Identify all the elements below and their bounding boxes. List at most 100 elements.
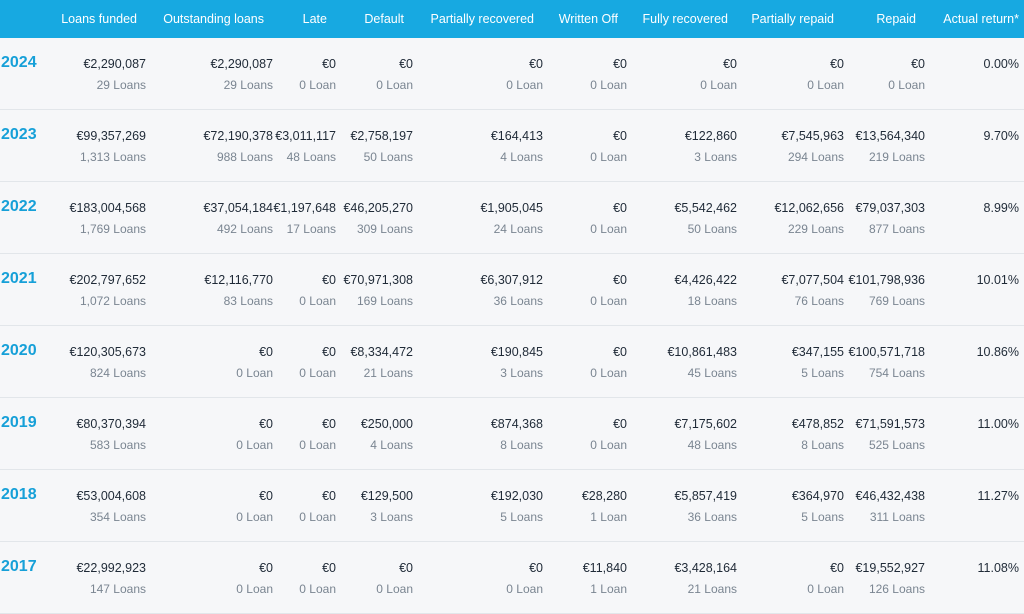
- cell-loan-count: 0 Loan: [376, 78, 413, 92]
- table-cell: €3,428,164 21 Loans: [674, 558, 737, 598]
- cell-loan-count: 0 Loan: [236, 510, 273, 524]
- cell-amount: €364,970: [791, 489, 844, 503]
- column-header[interactable]: Actual return*: [943, 12, 1019, 26]
- cell-amount: €192,030: [490, 489, 543, 503]
- table-cell: €190,845 3 Loans: [491, 342, 543, 382]
- table-cell: €0 0 Loan: [236, 558, 273, 598]
- table-cell: €71,591,573 525 Loans: [855, 414, 925, 454]
- table-cell: €6,307,912 36 Loans: [480, 270, 543, 310]
- cell-amount: €46,432,438: [855, 489, 925, 503]
- cell-loan-count: 45 Loans: [687, 366, 737, 380]
- cell-loan-count: 4 Loans: [370, 438, 413, 452]
- table-row: 2017 €22,992,923 147 Loans €0 0 Loan €0 0 Loan…: [0, 542, 1024, 614]
- table-cell: €3,011,117 48 Loans: [275, 126, 336, 166]
- column-header[interactable]: Late: [302, 12, 327, 26]
- cell-amount: €164,413: [490, 129, 543, 143]
- cell-loan-count: 0 Loan: [506, 78, 543, 92]
- cell-amount: €0: [259, 489, 273, 503]
- table-cell: €37,054,184 492 Loans: [203, 198, 273, 238]
- cell-loan-count: 0 Loan: [807, 78, 844, 92]
- cell-amount: €7,077,504: [781, 273, 844, 287]
- cell-amount: €0: [613, 129, 627, 143]
- cell-loan-count: 0 Loan: [590, 294, 627, 308]
- cell-loan-count: 21 Loans: [363, 366, 413, 380]
- column-header[interactable]: Default: [364, 12, 404, 26]
- cell-amount: €202,797,652: [69, 273, 146, 287]
- cell-amount: €53,004,608: [76, 489, 146, 503]
- table-cell: €478,852 8 Loans: [792, 414, 844, 454]
- cell-amount: €13,564,340: [855, 129, 925, 143]
- cell-amount: €874,368: [490, 417, 543, 431]
- cell-loan-count: 3 Loans: [500, 366, 543, 380]
- column-header[interactable]: Fully recovered: [642, 12, 728, 26]
- column-header[interactable]: Written Off: [558, 12, 618, 26]
- actual-return-value: 10.01%: [977, 270, 1019, 290]
- table-cell: €7,545,963 294 Loans: [781, 126, 844, 166]
- cell-amount: €0: [259, 561, 273, 575]
- return-percent: 8.99%: [983, 201, 1019, 215]
- cell-loan-count: 0 Loan: [700, 78, 737, 92]
- table-row: 2018 €53,004,608 354 Loans €0 0 Loan €0 0 Loan…: [0, 470, 1024, 542]
- column-header[interactable]: Partially recovered: [430, 12, 534, 26]
- cell-loan-count: 492 Loans: [216, 222, 273, 236]
- table-cell: €0 0 Loan: [299, 558, 336, 598]
- cell-amount: €22,992,923: [76, 561, 146, 575]
- column-header[interactable]: Outstanding loans: [163, 12, 264, 26]
- table-cell: €100,571,718 754 Loans: [849, 342, 925, 382]
- cell-loan-count: 24 Loans: [493, 222, 543, 236]
- cell-loan-count: 0 Loan: [590, 150, 627, 164]
- table-cell: €0 0 Loan: [299, 270, 336, 310]
- column-header[interactable]: Partially repaid: [751, 12, 834, 26]
- table-cell: €0 0 Loan: [807, 54, 844, 94]
- table-cell: €11,840 1 Loan: [583, 558, 627, 598]
- table-row: 2021 €202,797,652 1,072 Loans €12,116,770 83…: [0, 254, 1024, 326]
- actual-return-value: 11.27%: [978, 486, 1019, 506]
- table-row: 2019 €80,370,394 583 Loans €0 0 Loan €0 0 Loan…: [0, 398, 1024, 470]
- table-cell: €0 0 Loan: [299, 342, 336, 382]
- table-cell: €53,004,608 354 Loans: [76, 486, 146, 526]
- cell-loan-count: 294 Loans: [787, 150, 844, 164]
- cell-loan-count: 754 Loans: [868, 366, 925, 380]
- cell-amount: €0: [322, 345, 336, 359]
- column-header[interactable]: Repaid: [876, 12, 916, 26]
- cell-loan-count: 1,769 Loans: [79, 222, 146, 236]
- table-cell: €0 0 Loan: [299, 54, 336, 94]
- cell-amount: €70,971,308: [343, 273, 413, 287]
- cell-amount: €0: [613, 345, 627, 359]
- table-cell: €164,413 4 Loans: [491, 126, 543, 166]
- table-row: 2022 €183,004,568 1,769 Loans €37,054,184 49…: [0, 182, 1024, 254]
- actual-return-value: 8.99%: [984, 198, 1019, 218]
- table-cell: €0 0 Loan: [590, 54, 627, 94]
- actual-return-value: 11.00%: [978, 414, 1019, 434]
- cell-amount: €120,305,673: [69, 345, 146, 359]
- cell-loan-count: 21 Loans: [687, 582, 737, 596]
- cell-amount: €72,190,378: [203, 129, 273, 143]
- cell-amount: €0: [830, 57, 844, 71]
- table-cell: €1,197,648 17 Loans: [273, 198, 336, 238]
- actual-return-value: 11.08%: [978, 558, 1019, 578]
- cell-amount: €101,798,936: [848, 273, 925, 287]
- cell-amount: €3,428,164: [674, 561, 737, 575]
- cell-loan-count: 50 Loans: [363, 150, 413, 164]
- actual-return-value: 0.00%: [984, 54, 1019, 74]
- cell-loan-count: 1,072 Loans: [79, 294, 146, 308]
- cell-loan-count: 0 Loan: [236, 438, 273, 452]
- table-cell: €70,971,308 169 Loans: [343, 270, 413, 310]
- table-cell: €46,205,270 309 Loans: [343, 198, 413, 238]
- table-cell: €0 0 Loan: [299, 486, 336, 526]
- table-cell: €99,357,269 1,313 Loans: [76, 126, 146, 166]
- table-cell: €2,290,087 29 Loans: [210, 54, 273, 94]
- cell-amount: €0: [529, 561, 543, 575]
- cell-amount: €100,571,718: [848, 345, 925, 359]
- column-header[interactable]: Loans funded: [61, 12, 137, 26]
- cell-amount: €347,155: [791, 345, 844, 359]
- year-label: 2019: [1, 414, 37, 431]
- cell-amount: €5,542,462: [674, 201, 737, 215]
- table-cell: €0 0 Loan: [376, 54, 413, 94]
- table-cell: €13,564,340 219 Loans: [855, 126, 925, 166]
- table-cell: €80,370,394 583 Loans: [76, 414, 146, 454]
- cell-amount: €0: [322, 489, 336, 503]
- cell-amount: €0: [723, 57, 737, 71]
- table-cell: €8,334,472 21 Loans: [350, 342, 413, 382]
- table-cell: €0 0 Loan: [590, 414, 627, 454]
